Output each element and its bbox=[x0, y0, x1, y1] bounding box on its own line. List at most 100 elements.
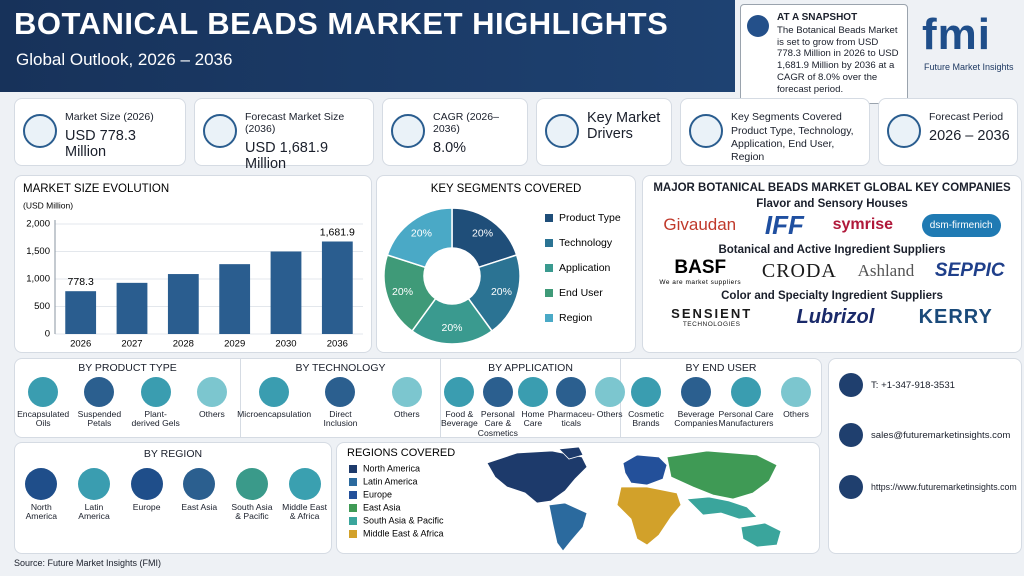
segment-item: Home Care bbox=[517, 377, 548, 438]
company-logo-row: BASF We are market suppliers CRODA Ashland S… bbox=[643, 256, 1021, 286]
subtitle: Global Outlook, 2026 – 2036 bbox=[16, 50, 233, 69]
segments-panel: KEY SEGMENTS COVERED 20% 20% 20% 20% 20% Produ… bbox=[376, 175, 636, 353]
bar bbox=[219, 264, 251, 334]
snapshot-icon bbox=[747, 15, 769, 37]
segment-title: BY TECHNOLOGY bbox=[295, 362, 386, 374]
region-title: BY REGION bbox=[143, 448, 203, 460]
contact-email: sales@futuremarketinsights.com bbox=[839, 423, 1010, 447]
company-group-title: Botanical and Active Ingredient Supplier… bbox=[718, 244, 946, 256]
region-shape bbox=[740, 522, 782, 548]
title: BOTANICAL BEADS MARKET HIGHLIGHTS bbox=[14, 6, 669, 41]
segment-icon bbox=[482, 377, 513, 407]
segment-group: BY TECHNOLOGY Microencapsulation Direct In… bbox=[237, 359, 441, 437]
segment-icon bbox=[681, 377, 711, 407]
segment-label: Plant-derived Gels bbox=[131, 409, 180, 429]
slice-label: 20% bbox=[472, 228, 493, 240]
legend-swatch bbox=[349, 465, 357, 473]
company-logo: CRODA bbox=[762, 260, 837, 283]
kpi-value: USD 778.3 Million bbox=[65, 128, 136, 160]
x-tick-label: 2029 bbox=[224, 339, 245, 350]
company-logo-row: SENSIENT TECHNOLOGIES Lubrizol KERRY bbox=[643, 302, 1021, 332]
world-map: REGIONS COVERED North America Latin Americ… bbox=[347, 446, 782, 552]
donut-slice bbox=[467, 254, 521, 333]
region-item: South Asia & Pacific bbox=[228, 468, 276, 522]
segment-label: Beverage Companies bbox=[674, 409, 718, 429]
legend-label: North America bbox=[363, 463, 420, 473]
market-size-panel: MARKET SIZE EVOLUTION (USD Million) 0 500 1,… bbox=[14, 175, 372, 353]
company-name: IFF bbox=[764, 209, 804, 240]
segment-label: Others bbox=[596, 409, 623, 419]
segment-item: Others bbox=[594, 377, 625, 438]
segment-title: BY END USER bbox=[685, 362, 757, 374]
segment-icon bbox=[196, 377, 227, 407]
snapshot-heading: AT A SNAPSHOT bbox=[777, 12, 858, 23]
segment-label: Suspended Petals bbox=[77, 409, 122, 429]
company-name: SENSIENT bbox=[671, 306, 753, 321]
legend-swatch bbox=[349, 478, 357, 486]
legend-label: End User bbox=[559, 287, 603, 299]
segment-label: Others bbox=[198, 409, 225, 419]
kpi-icon bbox=[887, 114, 921, 148]
segment-label: Personal Care & Cosmetics bbox=[477, 409, 518, 438]
segment-items: Cosmetic Brands Beverage Companies Persona… bbox=[621, 377, 821, 429]
segment-item: Suspended Petals bbox=[74, 377, 124, 429]
bar bbox=[270, 251, 302, 334]
kpi-text: Forecast Market Size (2036) USD 1,681.9 M… bbox=[245, 111, 369, 172]
segment-label: Food & Beverage bbox=[441, 409, 478, 429]
company-logo: Givaudan bbox=[663, 215, 736, 235]
region-shape bbox=[622, 454, 668, 486]
web-icon bbox=[839, 475, 863, 499]
donut-chart: KEY SEGMENTS COVERED 20% 20% 20% 20% 20% Produ… bbox=[383, 183, 621, 345]
kpi-icon bbox=[203, 114, 237, 148]
segment-label: Others bbox=[783, 409, 809, 419]
logo-name: fmi bbox=[922, 10, 991, 59]
legend-label: Middle East & Africa bbox=[363, 528, 444, 538]
segment-icon bbox=[731, 377, 761, 407]
kpi-icon bbox=[23, 114, 57, 148]
contact-phone: T: +1-347-918-3531 bbox=[839, 373, 955, 397]
chart-title: KEY SEGMENTS COVERED bbox=[431, 183, 582, 195]
region-shape bbox=[616, 486, 682, 546]
snapshot-text: The Botanical Beads Market is set to gro… bbox=[777, 25, 899, 95]
company-tagline: We are market suppliers bbox=[659, 278, 742, 286]
kpi-value: USD 1,681.9 Million bbox=[245, 140, 329, 172]
bar bbox=[116, 282, 148, 334]
y-tick-label: 2,000 bbox=[26, 219, 50, 230]
region-label: North America bbox=[25, 502, 58, 522]
segment-items: Encapsulated Oils Suspended Petals Plant-d… bbox=[15, 377, 240, 429]
phone-icon bbox=[839, 373, 863, 397]
company-logo: Ashland bbox=[858, 261, 915, 281]
segment-icon bbox=[391, 377, 422, 407]
segment-label: Personal Care Manufacturers bbox=[718, 409, 774, 429]
segment-icon bbox=[28, 377, 59, 407]
segment-item: Cosmetic Brands bbox=[621, 377, 671, 429]
contact-panel: T: +1-347-918-3531 sales@futuremarketins… bbox=[828, 358, 1022, 554]
legend-swatch bbox=[545, 239, 553, 247]
company-name: Ashland bbox=[857, 261, 915, 280]
slice-label: 20% bbox=[491, 286, 512, 298]
slice-label: 20% bbox=[392, 286, 413, 298]
kpi-text: Market Size (2026) USD 778.3 Million bbox=[65, 111, 181, 160]
company-logo: symrise bbox=[833, 216, 894, 234]
companies-title: MAJOR BOTANICAL BEADS MARKET GLOBAL KEY … bbox=[653, 182, 1011, 194]
segment-item: Encapsulated Oils bbox=[17, 377, 69, 429]
y-tick-label: 0 bbox=[45, 329, 50, 340]
region-shape bbox=[486, 450, 588, 504]
segment-icon bbox=[444, 377, 475, 407]
region-items: North America Latin America Europe East Asi… bbox=[15, 468, 331, 522]
legend-swatch bbox=[545, 289, 553, 297]
segment-icon bbox=[594, 377, 625, 407]
segment-label: Home Care bbox=[521, 409, 545, 429]
legend-swatch bbox=[545, 264, 553, 272]
bar bbox=[167, 274, 199, 334]
kpi-text: Forecast Period 2026 – 2036 bbox=[929, 111, 1013, 144]
segment-group: BY APPLICATION Food & Beverage Personal Ca… bbox=[441, 359, 625, 438]
kpi-icon bbox=[545, 114, 579, 148]
phone: T: +1-347-918-3531 bbox=[871, 379, 956, 391]
segment-icon bbox=[631, 377, 661, 407]
segment-label: Microencapsulation bbox=[237, 409, 312, 419]
segment-icon bbox=[556, 377, 587, 407]
legend-label: South Asia & Pacific bbox=[363, 515, 444, 525]
company-name: CRODA bbox=[761, 259, 837, 282]
